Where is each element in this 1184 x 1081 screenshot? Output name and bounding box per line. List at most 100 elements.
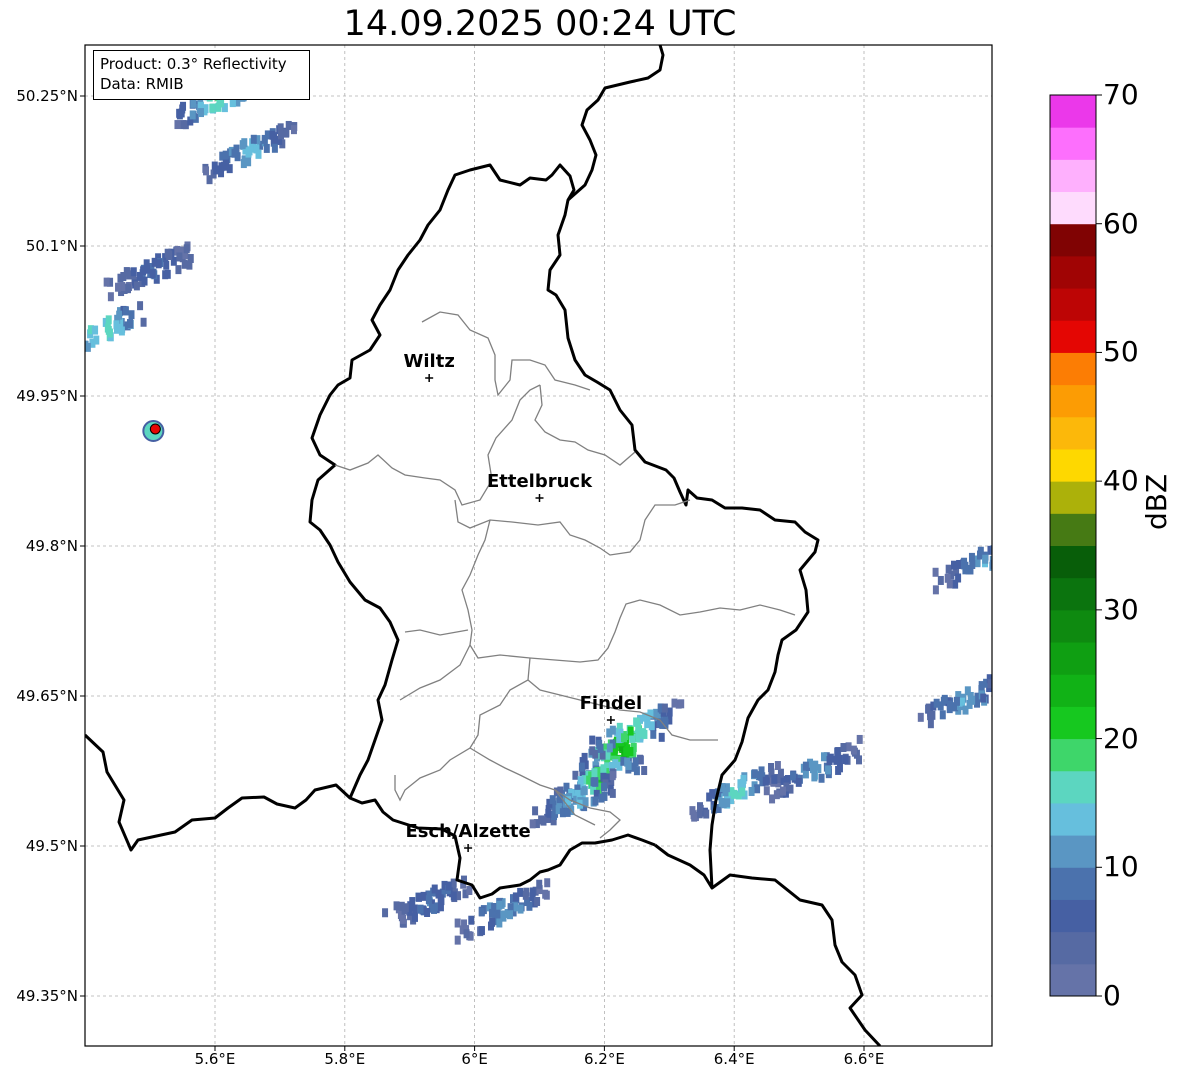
- echo-pixel: [974, 692, 981, 702]
- echo-pixel: [968, 552, 975, 562]
- product-label: Product: 0.3° Reflectivity: [100, 55, 287, 73]
- echo-pixel: [735, 790, 742, 800]
- echo-pixel: [836, 754, 843, 764]
- echo-pixel: [833, 755, 840, 765]
- colorbar-swatches: [1050, 95, 1096, 997]
- echo-pixel: [66, 346, 72, 355]
- echo-pixel: [213, 165, 220, 175]
- echo-pixel: [87, 325, 94, 335]
- echo-pixel: [614, 727, 621, 737]
- echo-pixel: [641, 766, 648, 776]
- echo-pixel: [178, 108, 185, 118]
- echo-pixel: [582, 760, 589, 770]
- echo-pixel: [689, 806, 696, 816]
- echo-pixel: [534, 896, 541, 906]
- echo-pixel: [703, 809, 710, 819]
- echo-pixel: [105, 315, 112, 325]
- echo-pixel: [987, 679, 992, 689]
- echo-cell: [382, 875, 473, 928]
- echo-pixel: [795, 777, 802, 787]
- echo-pixel: [187, 116, 194, 126]
- echo-pixel: [107, 292, 114, 302]
- echo-pixel: [953, 566, 960, 576]
- echo-pixel: [842, 755, 849, 765]
- echo-cell: [689, 761, 784, 822]
- echo-pixel: [549, 795, 556, 805]
- echo-pixel: [633, 717, 640, 727]
- echo-pixel: [65, 346, 71, 355]
- echo-pixel: [739, 787, 746, 797]
- colorbar-swatch: [1050, 255, 1096, 289]
- echo-pixel: [68, 330, 74, 339]
- echo-pixel: [114, 314, 121, 324]
- echo-cell: [589, 698, 685, 760]
- echo-pixel: [621, 733, 628, 743]
- echo-pixel: [545, 808, 552, 818]
- echo-pixel: [435, 889, 442, 899]
- echo-pixel: [715, 804, 722, 814]
- echo-pixel: [955, 573, 962, 583]
- echo-pixel: [559, 808, 566, 818]
- echo-pixel: [941, 694, 948, 704]
- echo-pixel: [600, 772, 607, 782]
- echo-pixel: [523, 887, 530, 897]
- echo-pixel: [620, 756, 627, 766]
- echo-pixel: [151, 257, 158, 267]
- echo-pixel: [130, 267, 137, 277]
- colorbar-swatch: [1050, 835, 1096, 868]
- echo-pixel: [115, 282, 122, 292]
- echo-pixel: [494, 906, 501, 916]
- echo-pixel: [144, 264, 151, 274]
- echo-pixel: [397, 909, 404, 919]
- echo-pixel: [635, 722, 642, 732]
- echo-pixel: [550, 816, 557, 826]
- radar-site-marker: [142, 420, 165, 442]
- echo-pixel: [253, 144, 260, 154]
- colorbar-tick-label: 50: [1103, 335, 1139, 369]
- echo-pixel: [245, 148, 252, 158]
- data-source-label: Data: RMIB: [100, 75, 184, 93]
- echo-pixel: [627, 747, 634, 757]
- echo-pixel: [183, 244, 190, 254]
- echo-pixel: [642, 712, 649, 722]
- echo-pixel: [696, 809, 703, 819]
- echo-pixel: [425, 895, 432, 905]
- echo-pixel: [242, 145, 249, 155]
- echo-pixel: [441, 880, 448, 890]
- axis-tick-marks: [80, 95, 865, 1051]
- echo-pixel: [257, 140, 264, 150]
- echo-pixel: [1014, 539, 1020, 548]
- echo-pixel: [417, 904, 424, 914]
- echo-pixel: [836, 763, 843, 773]
- city-marker: [425, 374, 434, 382]
- echo-pixel: [250, 134, 257, 144]
- echo-pixel: [582, 797, 589, 807]
- echo-pixel: [467, 931, 474, 941]
- echo-pixel: [578, 762, 585, 772]
- echo-pixel: [990, 545, 992, 555]
- echo-pixel: [598, 793, 605, 803]
- echo-cell: [202, 120, 298, 185]
- canton-borders: [334, 311, 796, 839]
- echo-pixel: [215, 102, 222, 112]
- colorbar-swatch: [1050, 738, 1096, 772]
- echo-pixel: [1012, 534, 1018, 543]
- colorbar-swatch: [1050, 384, 1096, 418]
- echo-pixel: [1017, 542, 1023, 551]
- echo-pixel: [790, 771, 797, 781]
- echo-pixel: [632, 757, 639, 767]
- echo-pixel: [136, 271, 143, 281]
- echo-pixel: [616, 722, 623, 732]
- echo-pixel: [463, 929, 470, 939]
- echo-pixel: [606, 728, 613, 738]
- echo-pixel: [68, 332, 74, 341]
- echo-pixel: [780, 786, 787, 796]
- echo-pixel: [932, 585, 939, 595]
- lon-tick-label: 6.6°E: [843, 1050, 885, 1068]
- echo-pixel: [125, 284, 132, 294]
- echo-pixel: [269, 130, 276, 140]
- colorbar-swatch: [1050, 159, 1096, 193]
- echo-pixel: [809, 764, 816, 774]
- echo-pixel: [544, 813, 551, 823]
